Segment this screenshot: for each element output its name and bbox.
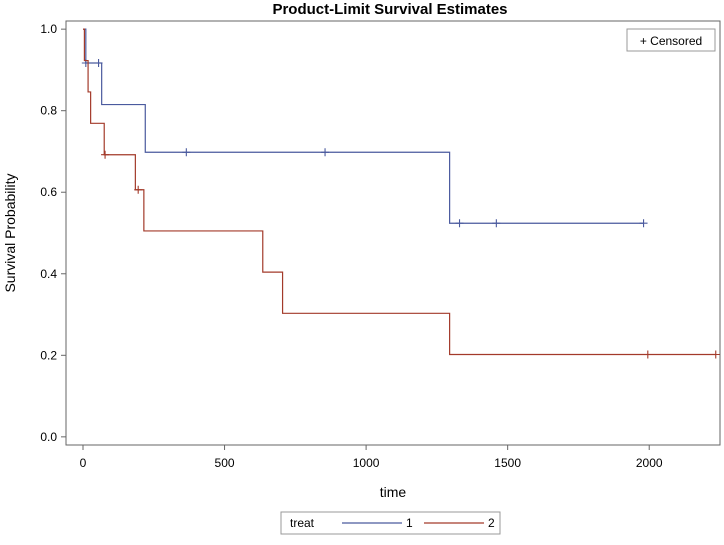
y-axis: 0.0 0.2 0.4 0.6 0.8 1.0 — [40, 22, 66, 444]
y-tick-label: 1.0 — [40, 22, 57, 36]
censored-legend-box — [626, 28, 716, 52]
x-tick-label: 1000 — [353, 456, 380, 470]
x-axis-label: time — [380, 484, 407, 500]
censored-legend-label: + Censored — [640, 34, 702, 48]
series-2-censor-mark — [101, 150, 110, 159]
plot-area-frame — [65, 20, 721, 446]
series-1-line — [82, 28, 644, 224]
x-axis: 0 500 1000 1500 2000 — [80, 445, 663, 470]
series-1-censor-mark — [492, 219, 501, 228]
legend-label-2: 2 — [488, 516, 495, 530]
series-1-censor-mark — [639, 219, 648, 228]
y-tick-label: 0.6 — [40, 185, 57, 199]
series-1-censor-mark — [182, 148, 191, 157]
censored-legend: + Censored — [626, 28, 716, 52]
y-tick-label: 0.8 — [40, 104, 57, 118]
series-2-line — [82, 28, 716, 356]
legend-label-1: 1 — [406, 516, 413, 530]
x-tick-label: 1500 — [494, 456, 521, 470]
series-1-censor-mark — [455, 219, 464, 228]
x-tick-label: 500 — [215, 456, 235, 470]
chart-title: Product-Limit Survival Estimates — [272, 1, 507, 18]
series-2-censor-mark — [134, 185, 143, 194]
x-tick-label: 0 — [80, 456, 87, 470]
x-tick-label: 2000 — [636, 456, 663, 470]
y-tick-label: 0.2 — [40, 348, 57, 362]
series-layer — [81, 28, 720, 359]
y-tick-label: 0.4 — [40, 267, 57, 281]
series-legend: treat 1 2 — [280, 511, 501, 535]
series-1-censor-mark — [94, 58, 103, 67]
y-axis-label: Survival Probability — [2, 173, 18, 292]
series-2-censor-mark — [711, 350, 720, 359]
series-2-censor-mark — [643, 350, 652, 359]
legend-title: treat — [290, 516, 315, 530]
series-1-censor-mark — [321, 148, 330, 157]
y-tick-label: 0.0 — [40, 430, 57, 444]
